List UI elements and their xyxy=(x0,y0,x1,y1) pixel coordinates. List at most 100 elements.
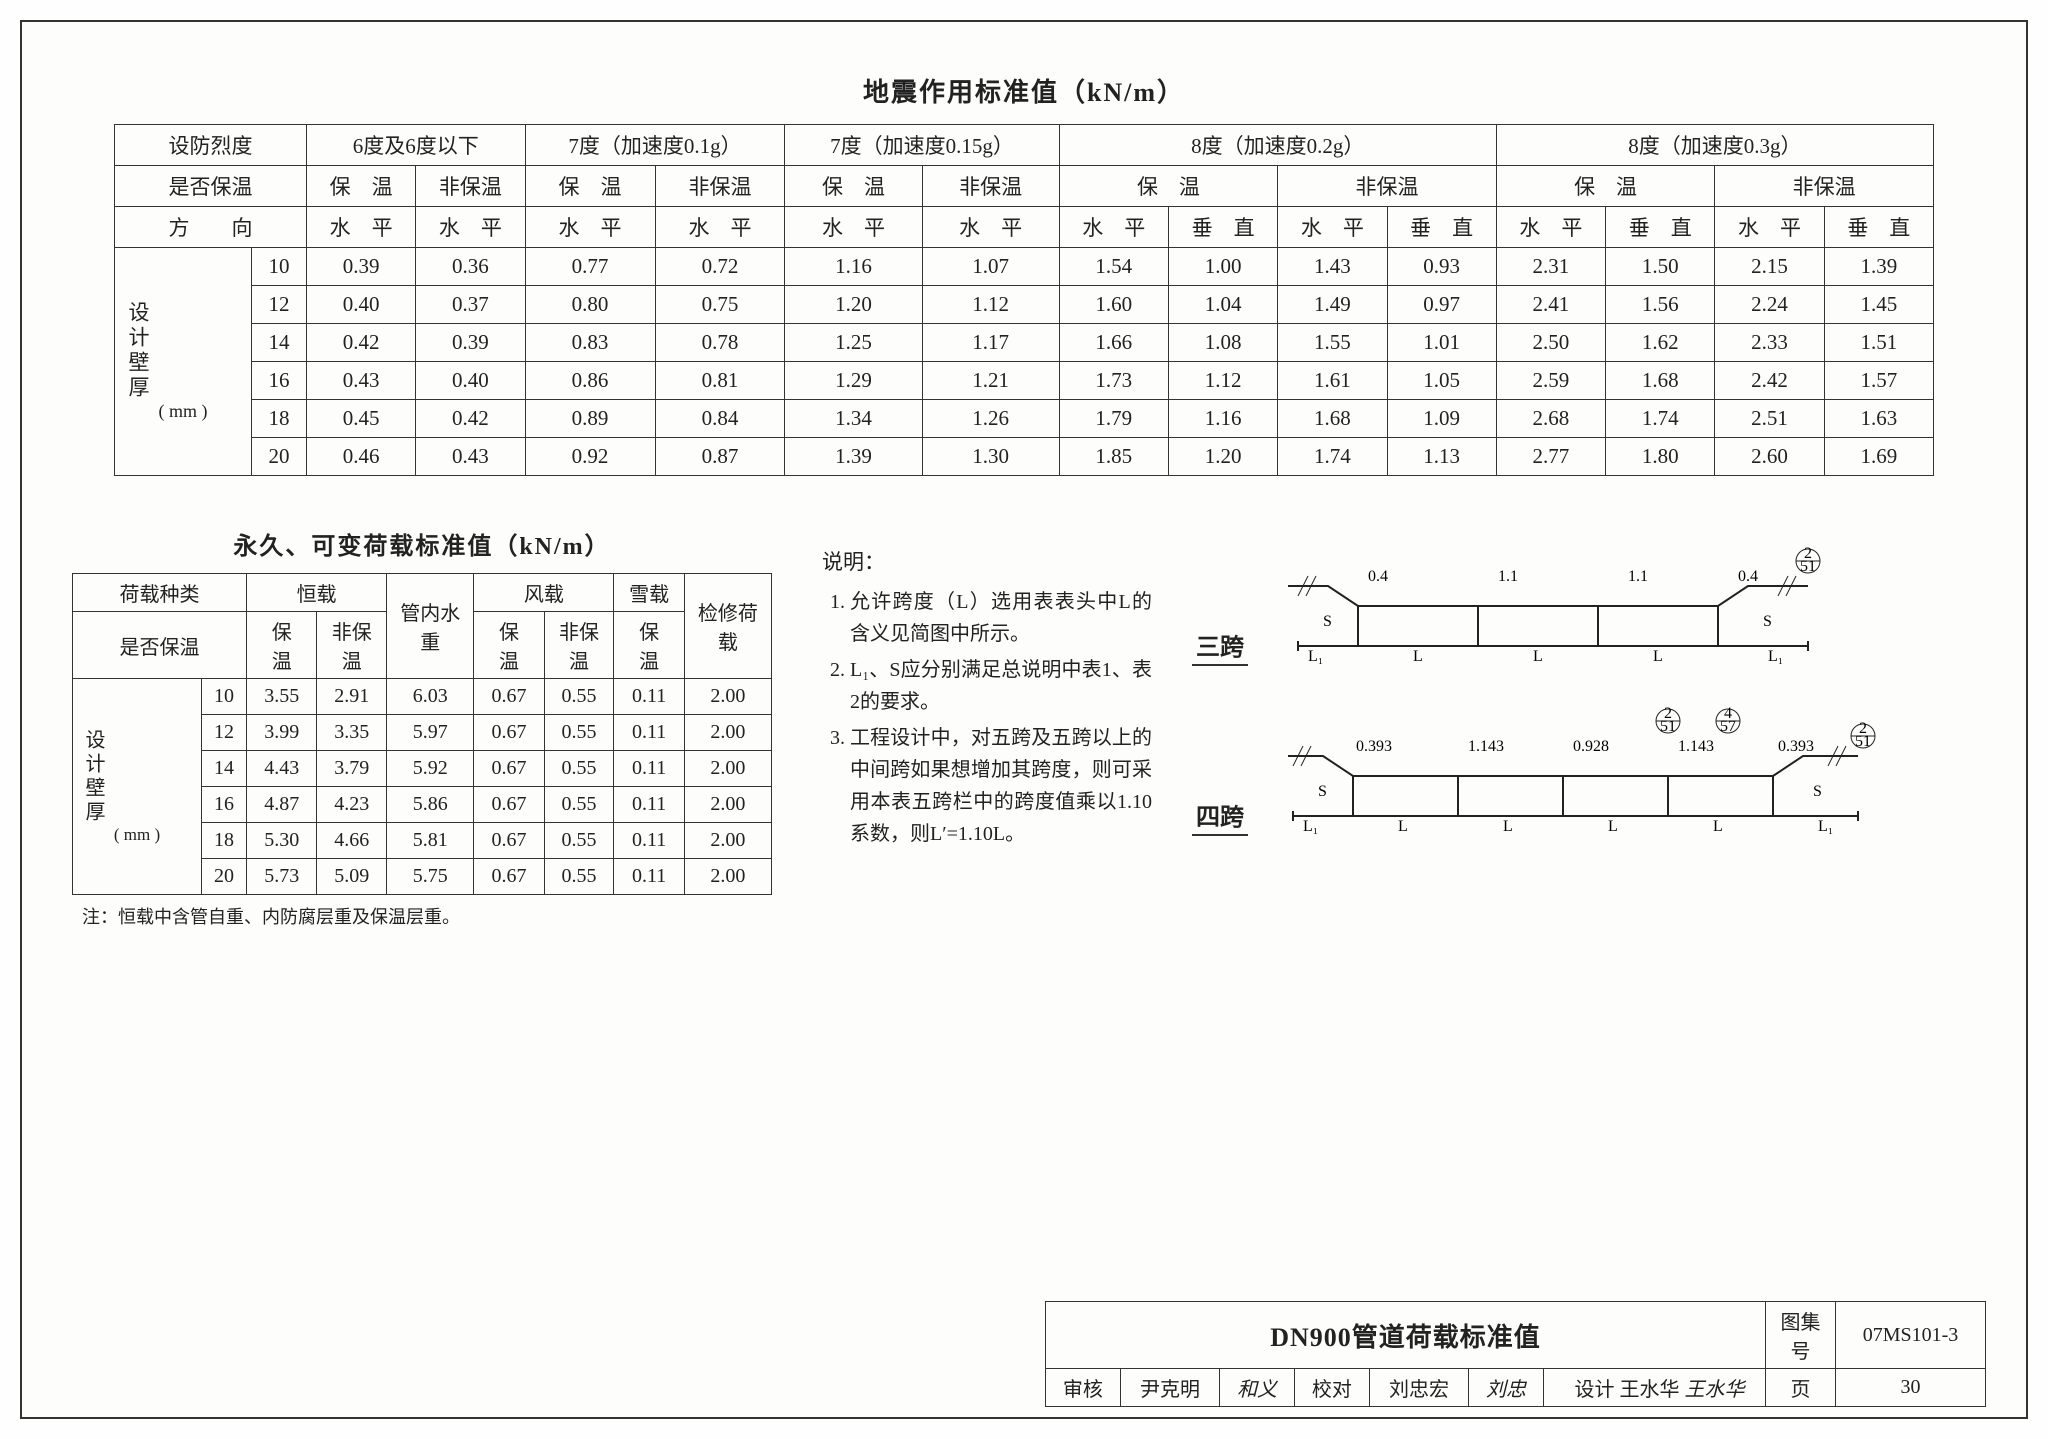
t1-cell: 0.40 xyxy=(416,362,525,400)
page-label: 页 xyxy=(1766,1369,1836,1407)
t1-thickness: 12 xyxy=(252,286,307,324)
t2-cell: 5.09 xyxy=(317,859,387,895)
note-3: 工程设计中，对五跨及五跨以上的中间跨如果想增加其跨度，则可采用本表五跨栏中的跨度… xyxy=(850,722,1152,850)
t1-cell: 1.21 xyxy=(922,362,1059,400)
t2-thickness: 20 xyxy=(202,859,247,895)
t1-cell: 2.59 xyxy=(1496,362,1605,400)
t1-h-intensity: 设防烈度 xyxy=(115,125,307,166)
t1-cell: 0.83 xyxy=(525,324,655,362)
svg-text:S: S xyxy=(1318,783,1327,800)
note-2: L₁、S应分别满足总说明中表1、表2的要求。 xyxy=(850,654,1152,718)
t1-cell: 2.41 xyxy=(1496,286,1605,324)
t1-cell: 0.42 xyxy=(416,400,525,438)
svg-text:S: S xyxy=(1813,783,1822,800)
t1-h-dir: 方 向 xyxy=(115,207,307,248)
t2-cell: 0.55 xyxy=(544,823,614,859)
t1-cell: 1.50 xyxy=(1606,248,1715,286)
t2-cell: 5.30 xyxy=(247,823,317,859)
svg-text:L: L xyxy=(1653,648,1663,665)
t2-cell: 2.00 xyxy=(684,751,771,787)
t2-cell: 0.67 xyxy=(474,823,544,859)
t1-cell: 0.45 xyxy=(307,400,416,438)
t2-thickness: 16 xyxy=(202,787,247,823)
t1-cell: 1.66 xyxy=(1059,324,1168,362)
svg-text:1.1: 1.1 xyxy=(1628,568,1648,585)
svg-text:S: S xyxy=(1323,613,1332,630)
t1-cell: 2.31 xyxy=(1496,248,1605,286)
t2-cell: 3.99 xyxy=(247,715,317,751)
t2-cell: 0.67 xyxy=(474,715,544,751)
svg-text:1.143: 1.143 xyxy=(1678,738,1714,755)
t2-cell: 0.55 xyxy=(544,859,614,895)
t2-cell: 3.55 xyxy=(247,679,317,715)
t2-cell: 5.73 xyxy=(247,859,317,895)
t2-cell: 3.35 xyxy=(317,715,387,751)
t1-cell: 2.33 xyxy=(1715,324,1824,362)
t1-cell: 1.34 xyxy=(785,400,922,438)
diagram-3span: 0.4 1.1 1.1 0.4 S S L₁ L L L L₁ 2 51 xyxy=(1268,546,1828,666)
jiaodui-label: 校对 xyxy=(1294,1369,1369,1407)
svg-text:L: L xyxy=(1608,818,1618,835)
svg-text:51: 51 xyxy=(1855,733,1871,750)
t2-thickness: 18 xyxy=(202,823,247,859)
t1-cell: 1.43 xyxy=(1278,248,1387,286)
t1-thickness: 18 xyxy=(252,400,307,438)
t2-cell: 0.11 xyxy=(614,823,684,859)
t1-cell: 0.39 xyxy=(416,324,525,362)
t2-cell: 0.11 xyxy=(614,715,684,751)
t2-cell: 0.67 xyxy=(474,859,544,895)
set-label: 图集号 xyxy=(1766,1302,1836,1369)
svg-text:L₁: L₁ xyxy=(1818,818,1833,835)
t2-cell: 0.67 xyxy=(474,679,544,715)
t2-cell: 5.81 xyxy=(387,823,474,859)
t1-cell: 1.68 xyxy=(1606,362,1715,400)
t1-side-label: 设计壁厚( mm ) xyxy=(115,248,252,476)
t1-cell: 1.05 xyxy=(1387,362,1496,400)
t1-cell: 1.49 xyxy=(1278,286,1387,324)
t1-cell: 1.79 xyxy=(1059,400,1168,438)
t2-cell: 5.92 xyxy=(387,751,474,787)
engineering-page: 地震作用标准值（kN/m） 设防烈度 6度及6度以下 7度（加速度0.1g） 7… xyxy=(20,20,2028,1419)
t1-cell: 0.84 xyxy=(655,400,785,438)
t1-cell: 1.39 xyxy=(1824,248,1933,286)
t1-cell: 1.73 xyxy=(1059,362,1168,400)
t2-cell: 0.11 xyxy=(614,787,684,823)
t1-cell: 1.13 xyxy=(1387,438,1496,476)
jiaodui-sig: 刘忠 xyxy=(1469,1369,1544,1407)
t1-cell: 2.15 xyxy=(1715,248,1824,286)
svg-text:L₁: L₁ xyxy=(1303,818,1318,835)
t1-cell: 0.89 xyxy=(525,400,655,438)
t2-cell: 0.11 xyxy=(614,751,684,787)
diagrams-block: 三跨 0.4 xyxy=(1192,526,1986,929)
t1-cell: 1.16 xyxy=(1168,400,1277,438)
title-block: DN900管道荷载标准值 图集号 07MS101-3 审核 尹克明 和义 校对 … xyxy=(1045,1301,1986,1407)
t1-cell: 0.75 xyxy=(655,286,785,324)
t1-cell: 0.78 xyxy=(655,324,785,362)
t2-cell: 4.66 xyxy=(317,823,387,859)
t2-cell: 2.00 xyxy=(684,787,771,823)
shenhe-name: 尹克明 xyxy=(1120,1369,1219,1407)
t1-cell: 1.30 xyxy=(922,438,1059,476)
t1-h-8a: 8度（加速度0.2g） xyxy=(1059,125,1496,166)
t1-h-8b: 8度（加速度0.3g） xyxy=(1496,125,1933,166)
notes-heading: 说明： xyxy=(822,546,1152,580)
t1-cell: 1.63 xyxy=(1824,400,1933,438)
t1-h-7a: 7度（加速度0.1g） xyxy=(525,125,785,166)
t1-cell: 1.26 xyxy=(922,400,1059,438)
t1-h-7b: 7度（加速度0.15g） xyxy=(785,125,1059,166)
svg-text:0.4: 0.4 xyxy=(1738,568,1758,585)
t2-cell: 0.67 xyxy=(474,787,544,823)
load-table: 荷载种类 恒载 管内水重 风载 雪载 检修荷载 是否保温 保 温非保温 保 温非… xyxy=(72,573,772,895)
t2-cell: 2.00 xyxy=(684,679,771,715)
t1-cell: 1.12 xyxy=(1168,362,1277,400)
notes-block: 说明： 允许跨度（L）选用表表头中L的含义见简图中所示。 L₁、S应分别满足总说… xyxy=(822,526,1152,929)
t1-cell: 2.24 xyxy=(1715,286,1824,324)
seismic-table: 设防烈度 6度及6度以下 7度（加速度0.1g） 7度（加速度0.15g） 8度… xyxy=(114,124,1934,476)
svg-text:S: S xyxy=(1763,613,1772,630)
t2-cell: 2.00 xyxy=(684,823,771,859)
t2-cell: 0.11 xyxy=(614,859,684,895)
t2-side-label: 设计壁厚( mm ) xyxy=(73,679,202,895)
drawing-title: DN900管道荷载标准值 xyxy=(1046,1302,1766,1369)
t1-cell: 0.77 xyxy=(525,248,655,286)
svg-text:L: L xyxy=(1503,818,1513,835)
